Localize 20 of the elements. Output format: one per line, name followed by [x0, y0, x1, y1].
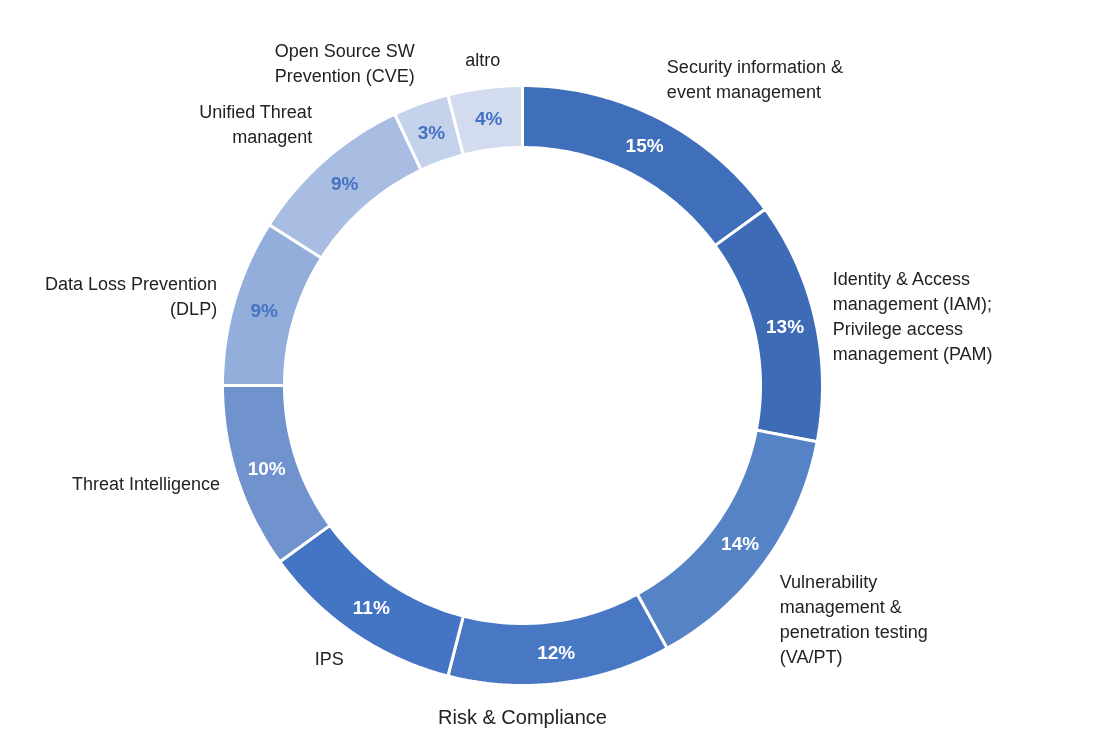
slice-label: Threat Intelligence	[71, 473, 221, 494]
data-label: 13%	[766, 316, 805, 338]
slice-label: Identity & Access management (IAM); Privilege access management (PAM)	[832, 268, 993, 364]
data-label: 10%	[247, 458, 286, 480]
slice-label: altro	[465, 50, 501, 71]
data-label: 3%	[417, 121, 446, 143]
data-label: 12%	[537, 641, 576, 663]
slice-label: Unified Threat managent	[199, 101, 313, 147]
data-label: 11%	[352, 597, 390, 619]
slice-label: Data Loss Prevention (DLP)	[45, 274, 218, 320]
data-label: 4%	[475, 108, 503, 130]
slice-label: IPS	[314, 648, 344, 669]
data-label: 9%	[250, 299, 279, 321]
slice-label: Security information & event management	[666, 57, 843, 103]
data-label: 9%	[330, 173, 359, 195]
slice-label: Vulnerability management & penetration testing (VA/PT)	[779, 572, 928, 668]
slice-label: Open Source SW Prevention (CVE)	[274, 41, 415, 87]
data-label: 15%	[625, 135, 664, 157]
data-label: 14%	[721, 533, 760, 555]
text: Risk & Compliance	[438, 705, 607, 728]
